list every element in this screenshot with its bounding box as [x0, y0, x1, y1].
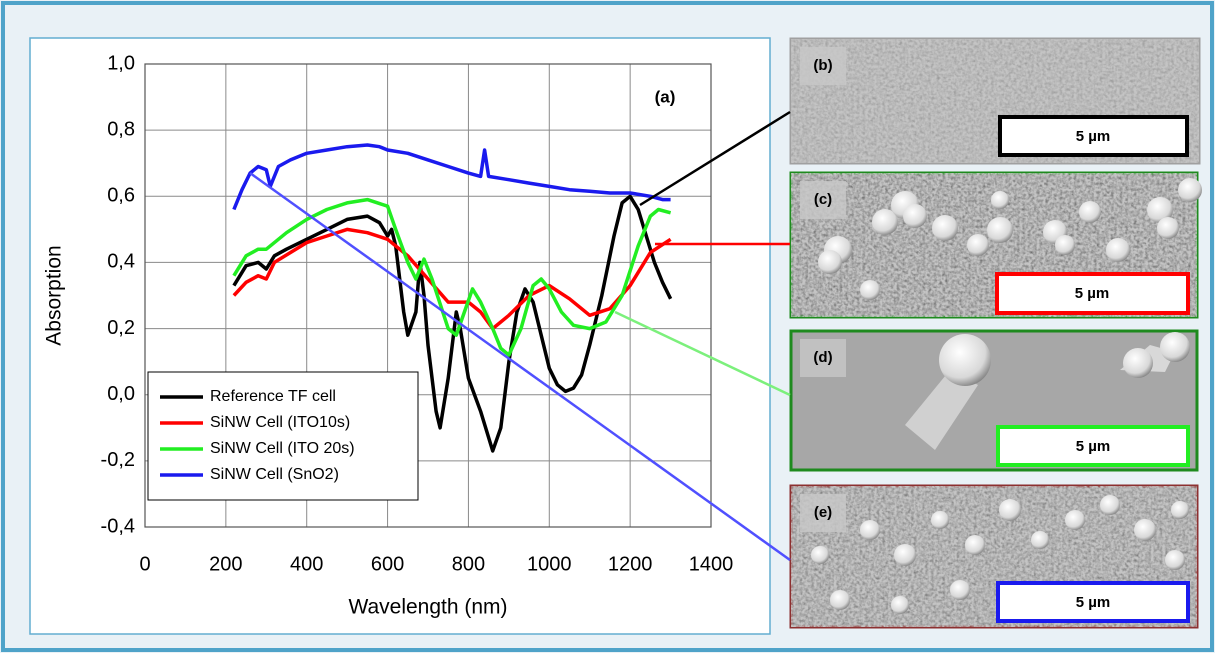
scale-bar-label: 5 µm: [1075, 285, 1110, 302]
y-tick-label: 0,0: [107, 383, 135, 405]
panel-label: (d): [813, 349, 832, 366]
panel-label: (c): [814, 191, 832, 208]
panel-b: [789, 37, 1201, 165]
y-tick-label: 0,2: [107, 317, 135, 339]
legend-label: Reference TF cell: [210, 388, 336, 405]
y-tick-label: -0,2: [101, 449, 135, 471]
x-tick-label: 1400: [689, 553, 734, 575]
legend-label: SiNW Cell (ITO 20s): [210, 440, 355, 457]
scale-bar-label: 5 µm: [1076, 128, 1111, 145]
x-tick-label: 200: [209, 553, 242, 575]
connector: [249, 171, 791, 562]
connector: [639, 110, 791, 207]
scale-bar-label: 5 µm: [1076, 594, 1111, 611]
y-tick-label: 0,8: [107, 118, 135, 140]
legend-label: SiNW Cell (ITO10s): [210, 414, 350, 431]
series-line: [232, 227, 672, 331]
chart-frame: [29, 37, 771, 635]
y-axis-label: Absorption: [43, 245, 66, 345]
scale-bar-label: 5 µm: [1076, 438, 1111, 455]
panel-d: [789, 329, 1199, 472]
legend-box: [147, 371, 419, 501]
y-tick-label: -0,4: [101, 515, 135, 537]
x-axis-label: Wavelength (nm): [348, 596, 507, 619]
plot-frame: [144, 63, 712, 528]
y-tick-label: 0,6: [107, 185, 135, 207]
panel-label: (b): [813, 57, 832, 74]
y-tick-label: 1,0: [107, 52, 135, 74]
x-tick-label: 0: [139, 553, 150, 575]
connector: [614, 310, 791, 397]
y-tick-label: 0,4: [107, 251, 135, 273]
x-tick-label: 1200: [608, 553, 653, 575]
panel-c: [789, 171, 1202, 319]
x-tick-label: 400: [290, 553, 323, 575]
x-tick-label: 1000: [527, 553, 572, 575]
legend-label: SiNW Cell (SnO2): [210, 466, 339, 483]
panel-label: (e): [814, 504, 832, 521]
series-line: [232, 197, 672, 357]
x-tick-label: 600: [371, 553, 404, 575]
annotation: (a): [655, 87, 676, 106]
x-tick-label: 800: [452, 553, 485, 575]
panel-e: [789, 484, 1199, 629]
